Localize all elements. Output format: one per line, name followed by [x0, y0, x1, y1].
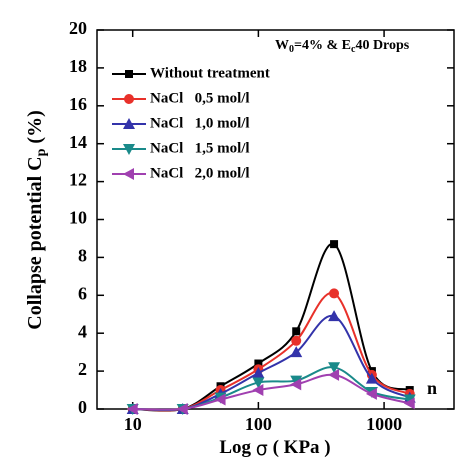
- y-tick-label: 6: [78, 283, 87, 303]
- marker: [365, 372, 378, 384]
- legend-marker: [125, 70, 133, 78]
- marker: [328, 368, 340, 381]
- marker: [365, 387, 377, 400]
- legend-label: NaCl 1,5 mol/l: [150, 140, 250, 156]
- marker: [403, 394, 416, 406]
- legend-marker: [123, 144, 135, 155]
- annotation: W0=4% & Ec40 Drops: [275, 38, 410, 55]
- marker: [292, 327, 301, 336]
- y-tick-label: 10: [69, 208, 87, 228]
- series-line: [132, 243, 411, 412]
- marker: [291, 335, 302, 346]
- y-tick-label: 4: [78, 321, 87, 341]
- y-tick-label: 16: [69, 94, 87, 114]
- marker: [126, 403, 138, 415]
- legend-label: NaCl 1,0 mol/l: [150, 115, 250, 131]
- y-tick-label: 20: [69, 18, 87, 38]
- y-tick-label: 2: [78, 359, 87, 379]
- marker: [214, 393, 226, 406]
- marker: [290, 378, 302, 391]
- y-tick-label: 8: [78, 246, 87, 266]
- marker: [254, 359, 263, 368]
- corner-text: n: [427, 378, 437, 398]
- y-tick-label: 12: [69, 170, 87, 190]
- y-axis-label: Collapse potential Cp (%): [24, 110, 50, 329]
- marker: [328, 362, 341, 374]
- y-tick-label: 18: [69, 56, 87, 76]
- marker: [252, 366, 265, 378]
- marker: [330, 240, 339, 249]
- legend-label: NaCl 0,5 mol/l: [150, 90, 250, 106]
- legend-marker: [123, 118, 135, 129]
- marker: [176, 403, 188, 415]
- marker: [252, 384, 264, 397]
- marker: [290, 346, 303, 358]
- marker: [403, 397, 415, 410]
- y-tick-label: 14: [69, 132, 87, 152]
- x-tick-label: 1000: [366, 414, 402, 434]
- marker: [329, 288, 340, 299]
- legend-marker: [123, 168, 134, 180]
- marker: [290, 375, 303, 387]
- legend-label: NaCl 2,0 mol/l: [150, 165, 250, 181]
- legend-label: Without treatment: [150, 65, 270, 81]
- marker: [252, 377, 265, 389]
- x-tick-label: 100: [245, 414, 272, 434]
- marker: [328, 310, 341, 322]
- legend-marker: [124, 94, 134, 104]
- x-axis-label: Log σ ( KPa ): [219, 437, 330, 459]
- x-tick-label: 10: [124, 414, 142, 434]
- y-tick-label: 0: [78, 397, 87, 417]
